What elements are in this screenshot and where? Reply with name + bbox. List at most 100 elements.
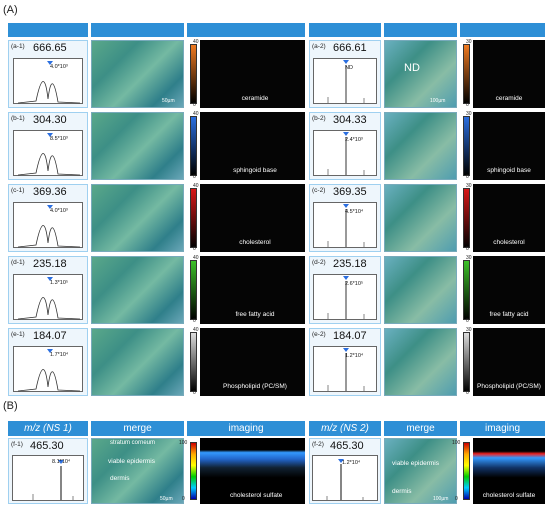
header-bar (8, 23, 88, 37)
lipid-label: cholesterol sulfate (482, 492, 536, 499)
colorbar-max: 40 (193, 183, 199, 189)
colorbar-min: 0 (193, 174, 196, 180)
row-tag: (b-2) (312, 115, 326, 122)
colorbar-max: 30 (466, 39, 472, 45)
peak-annotation: 4.5*10⁴ (345, 209, 364, 215)
header-bar (309, 23, 381, 37)
ion-image (473, 438, 545, 504)
header-imaging-2: imaging (460, 421, 545, 436)
mz-value: 235.18 (33, 258, 67, 270)
row-tag: (b-1) (11, 115, 25, 122)
colorbar-max: 40 (193, 255, 199, 261)
ion-image (473, 40, 545, 108)
peak-annotation: 2.4*10³ (345, 137, 363, 143)
colorbar-max: 100 (452, 440, 461, 446)
merge-image (384, 184, 457, 252)
merge-image (91, 256, 184, 324)
scale-bar-label: 50µm (160, 496, 173, 502)
lipid-label: ceramide (241, 95, 269, 102)
row-tag: (e-1) (11, 331, 25, 338)
colorbar (190, 44, 197, 104)
colorbar-min: 0 (182, 496, 185, 502)
scale-bar-label: 100µm (433, 496, 449, 502)
colorbar (463, 188, 470, 248)
mz-value: 369.36 (33, 186, 67, 198)
lipid-label: sphingoid base (487, 167, 531, 174)
mass-spectrum (313, 274, 377, 320)
scale-bar-label: 50µm (162, 98, 175, 104)
colorbar-max: 30 (466, 327, 472, 333)
lipid-label: sphingoid base (233, 167, 277, 174)
colorbar-min: 0 (466, 174, 469, 180)
colorbar-min: 0 (193, 102, 196, 108)
mz-value: 369.35 (333, 186, 367, 198)
mz-value: 666.61 (333, 42, 367, 54)
colorbar (463, 116, 470, 176)
colorbar (190, 260, 197, 320)
merge-image (91, 328, 184, 396)
lipid-label: free fatty acid (235, 311, 275, 318)
ion-image (473, 112, 545, 180)
merge-image (384, 328, 457, 396)
header-bar (384, 23, 457, 37)
merge-image (91, 438, 184, 504)
peak-annotation: 8.5*10³ (50, 136, 68, 142)
ion-image (200, 40, 305, 108)
nd-label: ND (404, 62, 420, 74)
header-bar (187, 23, 305, 37)
colorbar-max: 30 (466, 183, 472, 189)
row-tag: (f-2) (312, 441, 324, 448)
mz-value: 235.18 (333, 258, 367, 270)
merge-image (91, 112, 184, 180)
mz-value: 465.30 (330, 440, 364, 452)
header-imaging-1: imaging (187, 421, 305, 436)
colorbar-max: 30 (466, 255, 472, 261)
lipid-label: ceramide (495, 95, 523, 102)
label-dermis: dermis (392, 488, 412, 495)
ion-image (200, 184, 305, 252)
label-dermis: dermis (110, 475, 130, 482)
colorbar-min: 0 (193, 318, 196, 324)
colorbar (190, 332, 197, 392)
scale-bar-label: 100µm (430, 98, 446, 104)
lipid-label: cholesterol (493, 239, 525, 246)
row-tag: (a-1) (11, 43, 25, 50)
lipid-label: Phospholipid (PC/SM) (477, 383, 541, 390)
ion-image (200, 112, 305, 180)
colorbar-max: 40 (193, 111, 199, 117)
ion-image (200, 256, 305, 324)
merge-image (384, 40, 457, 108)
peak-annotation: 1.2*10⁴ (345, 353, 364, 359)
colorbar-min: 0 (455, 496, 458, 502)
row-tag: (c-2) (312, 187, 326, 194)
colorbar-max: 30 (466, 111, 472, 117)
colorbar (463, 260, 470, 320)
lipid-label: cholesterol (239, 239, 271, 246)
mass-spectrum (313, 58, 377, 104)
mass-spectrum (13, 130, 83, 176)
colorbar (463, 44, 470, 104)
mz-value: 304.33 (333, 114, 367, 126)
mass-spectrum (313, 202, 377, 248)
colorbar (463, 442, 470, 500)
lipid-label: Phospholipid (PC/SM) (223, 383, 287, 390)
peak-annotation: ND (345, 65, 353, 71)
mass-spectrum (312, 455, 378, 501)
colorbar-min: 0 (193, 246, 196, 252)
colorbar-max: 100 (179, 440, 188, 446)
colorbar-min: 0 (193, 390, 196, 396)
label-viable-epidermis: viable epidermis (392, 460, 439, 467)
peak-annotation: 1.3*10⁵ (50, 280, 69, 286)
header-merge-1: merge (91, 421, 184, 436)
row-tag: (e-2) (312, 331, 326, 338)
colorbar-max: 40 (193, 39, 199, 45)
mz-value: 666.65 (33, 42, 67, 54)
peak-annotation: 1.7*10⁴ (50, 352, 69, 358)
peak-annotation: 8.1*10⁴ (52, 459, 71, 465)
row-tag: (a-2) (312, 43, 326, 50)
merge-image (384, 112, 457, 180)
ion-image (200, 438, 305, 504)
mass-spectrum (13, 274, 83, 320)
mz-value: 184.07 (33, 330, 67, 342)
ion-image (200, 328, 305, 396)
